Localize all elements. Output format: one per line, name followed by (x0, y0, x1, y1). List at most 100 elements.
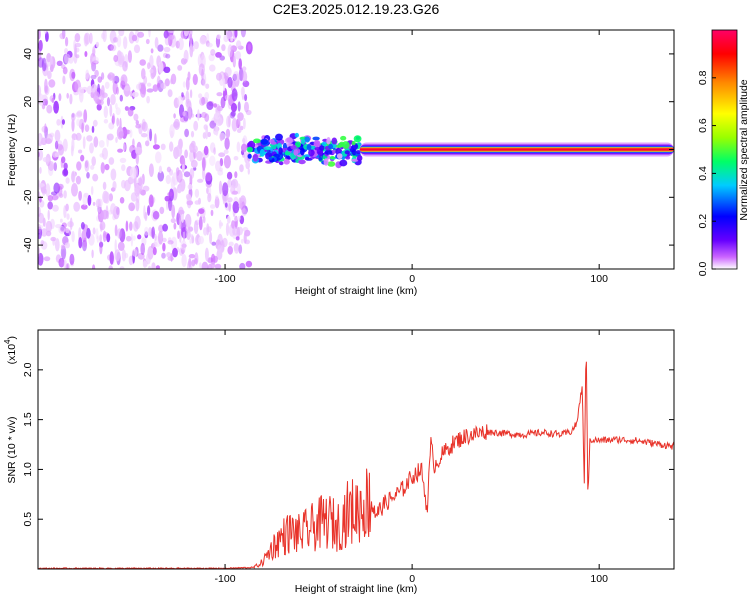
noise-blob (240, 238, 244, 244)
noise-blob (95, 198, 101, 208)
noise-blob (122, 61, 128, 72)
noise-blob (71, 112, 76, 122)
noise-blob (232, 55, 236, 68)
scatter-blob (283, 159, 290, 165)
noise-blob (219, 158, 224, 167)
noise-blob (205, 171, 212, 182)
noise-blob (65, 203, 69, 212)
noise-blob (182, 242, 186, 254)
y-tick-label: 40 (22, 48, 34, 60)
noise-blob (45, 220, 53, 233)
noise-blob (107, 44, 115, 51)
noise-blob (135, 198, 140, 212)
noise-blob (162, 237, 167, 243)
spectrogram-panel: -100 0 100 -40 -20 0 20 40 Height of straight … (6, 29, 675, 297)
noise-blob (215, 125, 219, 137)
noise-blob (96, 103, 102, 111)
scatter-blob (286, 137, 293, 143)
noise-blob (91, 125, 95, 133)
noise-blob (56, 119, 61, 126)
noise-blob (183, 30, 189, 37)
noise-blob (184, 213, 192, 228)
noise-blob (231, 178, 239, 189)
noise-blob (65, 228, 70, 234)
noise-blob (231, 30, 236, 37)
noise-blob (93, 136, 99, 148)
noise-blob (152, 247, 157, 256)
noise-blob (169, 141, 174, 152)
noise-blob (180, 240, 187, 251)
noise-blob (188, 110, 192, 120)
noise-blob (209, 155, 216, 167)
noise-blob (71, 170, 76, 184)
noise-blob (80, 222, 85, 230)
noise-blob (130, 233, 134, 247)
noise-blob (157, 170, 165, 182)
noise-blob (158, 61, 164, 74)
noise-blob (139, 84, 147, 98)
noise-blob (216, 34, 221, 40)
noise-blob (97, 76, 103, 83)
noise-blob (78, 190, 82, 201)
noise-blob (140, 190, 145, 195)
noise-blob (114, 249, 121, 262)
noise-blob (207, 192, 212, 203)
noise-blob (223, 34, 229, 43)
noise-blob (186, 100, 192, 113)
noise-blob (113, 37, 119, 43)
noise-blob (136, 193, 140, 204)
noise-blob (77, 86, 85, 96)
noise-blob (239, 262, 246, 269)
noise-blob (100, 162, 106, 174)
noise-blob (40, 240, 45, 246)
noise-blob (39, 166, 42, 174)
noise-blob (172, 247, 178, 258)
noise-blob (38, 226, 43, 240)
noise-blob (214, 263, 222, 269)
noise-blob (210, 49, 216, 56)
colorbar: 0.0 0.2 0.4 0.6 0.8 Normalized spectral ampl… (697, 29, 750, 277)
noise-blob (50, 191, 58, 196)
scatter-blob (351, 158, 359, 162)
noise-blob (84, 124, 90, 132)
scatter-blob (252, 153, 259, 162)
scatter-blob (351, 149, 356, 156)
noise-blob (98, 207, 101, 213)
scatter-blob (327, 161, 336, 167)
noise-blob (230, 36, 234, 42)
noise-blob (133, 113, 139, 122)
noise-blob (241, 208, 247, 217)
noise-blob (145, 140, 150, 147)
noise-blob (82, 193, 88, 206)
scatter-blob (355, 150, 362, 155)
noise-blob (247, 168, 250, 175)
noise-blob (173, 146, 180, 160)
scatter-blob (253, 138, 261, 144)
noise-blob (87, 194, 92, 206)
noise-blob (178, 37, 184, 51)
noise-blob (221, 44, 226, 52)
noise-blob (154, 133, 157, 145)
noise-blob (198, 236, 205, 245)
noise-blob (182, 81, 186, 88)
noise-blob (166, 166, 171, 173)
noise-blob (102, 30, 107, 43)
colorbar-tick-label: 0.0 (697, 262, 709, 277)
noise-blob (244, 94, 248, 102)
noise-blob (152, 84, 159, 92)
noise-blob (64, 48, 69, 55)
noise-blob (205, 83, 210, 89)
noise-blob (202, 157, 206, 172)
noise-blob (93, 91, 100, 103)
noise-blob (146, 88, 154, 93)
colorbar-tick-label: 0.2 (697, 214, 709, 229)
noise-blob (124, 85, 131, 92)
noise-blob (210, 262, 216, 269)
noise-blob (99, 241, 103, 255)
noise-blob (102, 181, 107, 190)
noise-blob (63, 168, 68, 176)
noise-blob (119, 197, 125, 204)
noise-blob (128, 255, 134, 266)
scatter-blob (336, 153, 343, 160)
